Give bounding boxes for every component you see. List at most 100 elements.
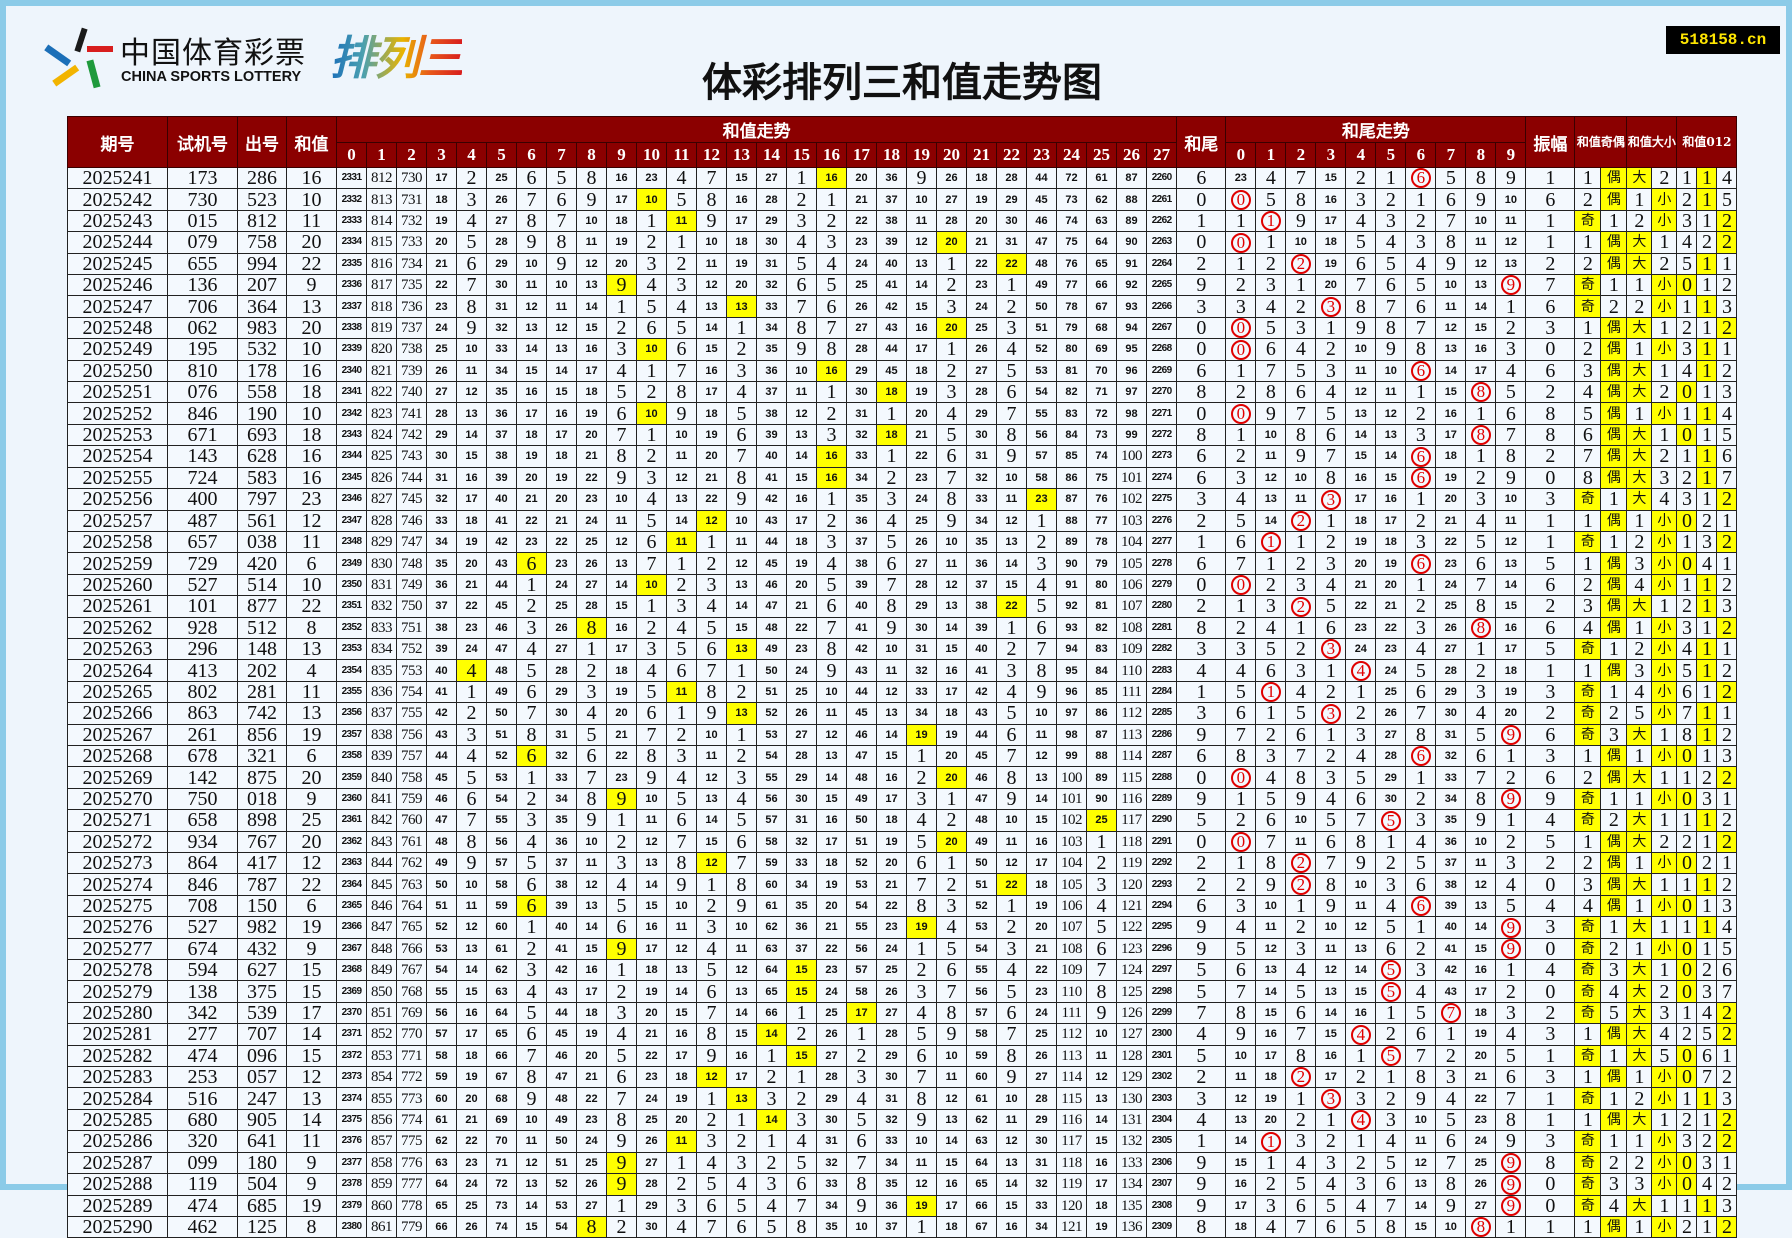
sum-trend-omission: 13 bbox=[816, 744, 847, 768]
sum-trend-omission: 848 bbox=[366, 937, 397, 961]
sum-trend-omission: 22 bbox=[606, 744, 637, 768]
tail-trend-omission: 18 bbox=[1255, 1066, 1287, 1089]
test-number-cell: 729 bbox=[167, 552, 238, 575]
tail-trend-omission: 1 bbox=[1495, 1215, 1527, 1238]
parity-omission: 3 bbox=[1574, 873, 1602, 896]
header-sum-col: 17 bbox=[846, 142, 877, 168]
sum-trend-omission: 123 bbox=[1116, 937, 1147, 961]
sum-trend-omission: 8 bbox=[1026, 659, 1057, 682]
mod3-omission: 1 bbox=[1676, 809, 1698, 832]
tail-trend-omission: 4 bbox=[1405, 637, 1437, 661]
amplitude-cell: 6 bbox=[1525, 188, 1576, 211]
mod3-hit: 0 bbox=[1676, 1066, 1698, 1089]
sum-trend-omission: 851 bbox=[366, 1001, 397, 1025]
parity-hit: 偶 bbox=[1600, 1215, 1628, 1238]
sum-trend-omission: 2 bbox=[1086, 851, 1117, 875]
sum-trend-omission: 45 bbox=[486, 595, 517, 618]
tail-trend-omission: 17 bbox=[1345, 488, 1377, 511]
sum-trend-omission: 12 bbox=[456, 916, 487, 939]
sum-trend-omission: 36 bbox=[786, 916, 817, 939]
mod3-omission: 2 bbox=[1676, 595, 1698, 618]
test-number-cell: 462 bbox=[167, 1215, 238, 1238]
tail-trend-omission: 1 bbox=[1495, 295, 1527, 318]
tail-trend-omission: 30 bbox=[1375, 787, 1407, 811]
sum-trend-omission: 5 bbox=[726, 809, 757, 832]
sum-trend-omission: 4 bbox=[696, 1151, 727, 1175]
tail-trend-hit: 3 bbox=[1315, 702, 1347, 725]
sum-trend-omission: 60 bbox=[486, 916, 517, 939]
sum-trend-omission: 72 bbox=[1056, 166, 1087, 190]
tail-trend-omission: 16 bbox=[1225, 1173, 1257, 1196]
draw-number-cell: 693 bbox=[237, 423, 287, 447]
site-badge[interactable]: 518158.cn bbox=[1666, 26, 1780, 54]
sum-cell: 17 bbox=[286, 1001, 337, 1025]
parity-omission: 2 bbox=[1600, 295, 1628, 318]
parity-hit: 偶 bbox=[1600, 744, 1628, 768]
size-hit: 大 bbox=[1626, 1194, 1653, 1217]
mod3-omission: 2 bbox=[1716, 274, 1738, 297]
sum-trend-omission: 42 bbox=[546, 959, 577, 982]
sum-trend-omission: 56 bbox=[966, 980, 997, 1003]
sum-trend-omission: 5 bbox=[996, 980, 1027, 1003]
tail-cell: 8 bbox=[1176, 423, 1227, 447]
sum-trend-omission: 29 bbox=[786, 766, 817, 789]
mod3-hit: 1 bbox=[1696, 1087, 1718, 1110]
sum-trend-omission: 2294 bbox=[1145, 894, 1178, 918]
issue-cell: 2025286 bbox=[67, 1130, 168, 1153]
sum-trend-omission: 2362 bbox=[336, 830, 367, 854]
sum-cell: 10 bbox=[286, 573, 337, 597]
tail-trend-omission: 23 bbox=[1225, 166, 1257, 190]
sum-trend-omission: 39 bbox=[846, 573, 877, 597]
tail-trend-omission: 2 bbox=[1225, 873, 1257, 896]
tail-trend-omission: 9 bbox=[1255, 873, 1287, 896]
sum-trend-omission: 87 bbox=[1116, 166, 1147, 190]
sum-trend-omission: 2 bbox=[1026, 530, 1057, 554]
sum-trend-omission: 9 bbox=[696, 1044, 727, 1068]
amplitude-cell: 1 bbox=[1525, 209, 1576, 233]
sum-trend-omission: 3 bbox=[846, 1066, 877, 1089]
sum-trend-omission: 11 bbox=[936, 1066, 967, 1089]
tail-trend-omission: 1 bbox=[1405, 381, 1437, 404]
size-omission: 1 bbox=[1626, 787, 1653, 811]
sum-trend-omission: 32 bbox=[846, 423, 877, 447]
draw-number-cell: 685 bbox=[237, 1194, 287, 1217]
sum-cell: 8 bbox=[286, 616, 337, 639]
sum-trend-omission: 5 bbox=[756, 1215, 787, 1238]
header-sum-col: 21 bbox=[966, 142, 997, 168]
sum-trend-omission: 26 bbox=[636, 1130, 667, 1153]
tail-trend-omission: 39 bbox=[1435, 894, 1467, 918]
tail-cell: 7 bbox=[1176, 1001, 1227, 1025]
sum-trend-omission: 103 bbox=[1116, 509, 1147, 532]
tail-trend-omission: 1 bbox=[1345, 1130, 1377, 1153]
sum-trend-omission: 82 bbox=[1056, 381, 1087, 404]
sum-trend-omission: 14 bbox=[726, 1001, 757, 1025]
sum-trend-omission: 35 bbox=[546, 809, 577, 832]
sum-trend-omission: 7 bbox=[516, 702, 547, 725]
size-hit: 小 bbox=[1651, 680, 1678, 704]
sum-trend-omission: 7 bbox=[516, 1044, 547, 1068]
tail-trend-hit: 5 bbox=[1375, 980, 1407, 1003]
draw-number-cell: 983 bbox=[237, 316, 287, 340]
tail-trend-omission: 8 bbox=[1345, 830, 1377, 854]
sum-trend-omission: 29 bbox=[846, 359, 877, 383]
tail-trend-omission: 3 bbox=[1285, 659, 1317, 682]
sum-trend-omission: 53 bbox=[966, 916, 997, 939]
tail-trend-omission: 7 bbox=[1435, 209, 1467, 233]
sum-trend-omission: 22 bbox=[1026, 959, 1057, 982]
mod3-hit: 1 bbox=[1696, 402, 1718, 425]
draw-number-cell: 767 bbox=[237, 830, 287, 854]
size-hit: 小 bbox=[1651, 573, 1678, 597]
tail-trend-omission: 3 bbox=[1375, 873, 1407, 896]
table-row: 2025254 143 628 16 2344 825 743 30 15 38 19 18 21 8 2 1… bbox=[67, 445, 1738, 468]
tail-trend-omission: 7 bbox=[1375, 1194, 1407, 1217]
sum-trend-omission: 55 bbox=[846, 916, 877, 939]
mod3-omission: 3 bbox=[1676, 338, 1698, 361]
sum-trend-omission: 89 bbox=[1116, 209, 1147, 233]
sum-trend-omission: 4 bbox=[516, 830, 547, 854]
sum-trend-omission: 106 bbox=[1056, 894, 1087, 918]
sum-trend-omission: 12 bbox=[546, 316, 577, 340]
tail-trend-omission: 1 bbox=[1405, 573, 1437, 597]
sum-trend-hit: 15 bbox=[786, 959, 817, 982]
issue-cell: 2025280 bbox=[67, 1001, 168, 1025]
sum-trend-omission: 5 bbox=[876, 530, 907, 554]
